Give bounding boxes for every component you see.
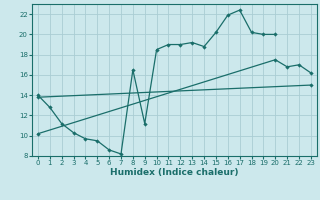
X-axis label: Humidex (Indice chaleur): Humidex (Indice chaleur) [110,168,239,177]
